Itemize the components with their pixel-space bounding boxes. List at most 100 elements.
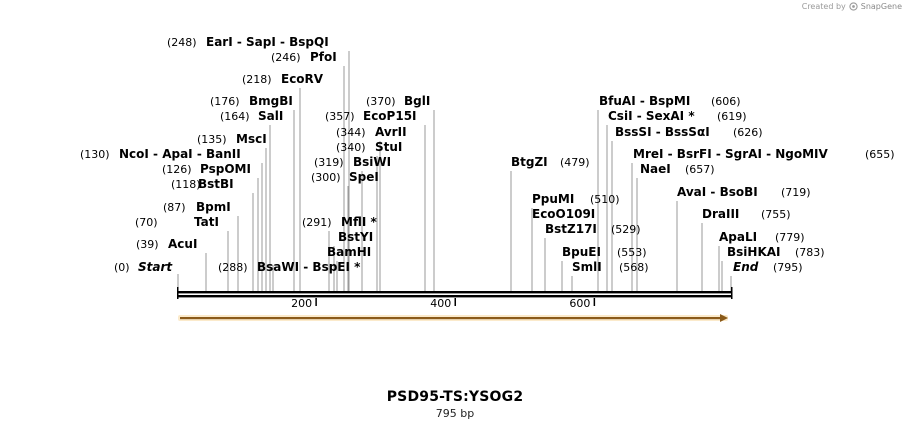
site-name[interactable]: BfuAI - BspMI [599,94,690,108]
site-name[interactable]: StuI [375,140,402,154]
site-ppumi[interactable]: (510) PpuMI [532,192,620,206]
site-name[interactable]: MreI - BsrFI - SgrAI - NgoMIV [633,147,829,161]
methylation-star: * [350,260,361,274]
site-bsihkai[interactable]: (783) BsiHKAI [727,245,825,259]
site-sali[interactable]: (164) SalI [220,109,283,123]
site-name[interactable]: NaeI [640,162,671,176]
backbone-bottom-strand [178,295,732,298]
site-msci[interactable]: (135) MscI [197,132,267,146]
site-name[interactable]: BtgZI [511,155,548,169]
site-name[interactable]: BstYI [338,230,373,244]
site-bmgbi[interactable]: (176) BmgBI [210,94,293,108]
site-name[interactable]: BpmI [196,200,231,214]
site-ecoo109i[interactable]: EcoO109I [532,207,595,221]
site-apali[interactable]: (779) ApaLI [719,230,805,244]
site-ncoi[interactable]: (130) NcoI - ApaI - BanII [80,147,241,161]
site-bamhi[interactable]: BamHI [327,245,371,259]
site-smli[interactable]: (568) SmlI [572,260,649,274]
site-name[interactable]: AcuI [168,237,197,251]
site-name[interactable]: BssSI - BssSαI [615,125,710,139]
site-draiii[interactable]: (755) DraIII [702,207,791,221]
site-name[interactable]: BsiWI [353,155,391,169]
site-mfli[interactable]: (291) MflI * [302,215,377,229]
site-bstyi[interactable]: BstYI [338,230,373,244]
site-name[interactable]: MflI * [341,215,377,229]
site-name[interactable]: SalI [258,109,283,123]
ruler-ticks: 200 400 600 [291,297,596,310]
site-name[interactable]: BamHI [327,245,371,259]
site-position: (553) [617,246,647,259]
site-name[interactable]: EcoRV [281,72,324,86]
tick-label: 400 [430,297,451,310]
site-position: (719) [781,186,811,199]
site-name[interactable]: AvaI - BsoBI [677,185,758,199]
site-name[interactable]: AvrII [375,125,407,139]
site-bpuei[interactable]: (553) BpuEI [562,245,647,259]
sequence-title: PSD95-TS:YSOG2 [386,389,524,405]
site-acui[interactable]: (39) AcuI [136,237,197,251]
site-name[interactable]: TatI [194,215,219,229]
watermark-brand: SnapGene [860,2,902,11]
site-name[interactable]: MscI [236,132,267,146]
site-btgzi[interactable]: (479) BtgZI [511,155,590,169]
site-position: (291) [302,216,332,229]
site-name[interactable]: EcoO109I [532,207,595,221]
site-name[interactable]: BsaWI - BspEI * [257,260,361,274]
site-position: (246) [271,51,301,64]
site-start[interactable]: (0) Start [114,260,173,274]
site-name[interactable]: DraIII [702,207,739,221]
site-stui[interactable]: (340) StuI [336,140,402,154]
site-name[interactable]: BstBI [198,177,234,191]
site-tati[interactable]: (70) TatI [135,215,219,229]
site-csii[interactable]: (619) CsiI - SexAI * [608,109,747,123]
site-name[interactable]: SpeI [349,170,379,184]
site-ecorv[interactable]: (218) EcoRV [242,72,324,86]
site-name[interactable]: BsiHKAI [727,245,781,259]
site-position: (70) [135,216,158,229]
feature-arrow-shaft[interactable] [180,317,720,320]
site-bfuai[interactable]: (606) BfuAI - BspMI [599,94,741,108]
site-bpmi[interactable]: (87) BpmI [163,200,231,214]
site-name[interactable]: BstZ17I [545,222,597,236]
site-position: (568) [619,261,649,274]
site-bsawi[interactable]: (288) BsaWI - BspEI * [218,260,361,274]
site-bstz17i[interactable]: (529) BstZ17I [545,222,641,236]
site-name[interactable]: Start [138,260,173,274]
site-name[interactable]: BpuEI [562,245,601,259]
site-name[interactable]: SmlI [572,260,602,274]
site-position: (0) [114,261,130,274]
site-name[interactable]: ApaLI [719,230,757,244]
site-mrei[interactable]: (655) MreI - BsrFI - SgrAI - NgoMIV [633,147,895,161]
site-spei[interactable]: (300) SpeI [311,170,379,184]
site-position: (657) [685,163,715,176]
site-pspomi[interactable]: (126) PspOMI [162,162,251,176]
site-name[interactable]: NcoI - ApaI - BanII [119,147,241,161]
site-name[interactable]: EarI - SapI - BspQI [206,35,329,49]
site-bsiwi[interactable]: (319) BsiWI [314,155,391,169]
site-position: (130) [80,148,110,161]
site-name[interactable]: PfoI [310,50,337,64]
site-position: (126) [162,163,192,176]
site-eari[interactable]: (248) EarI - SapI - BspQI [167,35,329,49]
site-name[interactable]: CsiI - SexAI * [608,109,695,123]
site-name[interactable]: PpuMI [532,192,574,206]
site-name[interactable]: EcoP15I [363,109,417,123]
site-avrii[interactable]: (344) AvrII [336,125,407,139]
backbone-right-end [731,287,733,299]
site-position: (87) [163,201,186,214]
site-naei[interactable]: (657) NaeI [640,162,715,176]
site-ecop15i[interactable]: (357) EcoP15I [325,109,417,123]
site-pfoi[interactable]: (246) PfoI [271,50,337,64]
feature-track[interactable] [178,314,728,322]
site-name[interactable]: BmgBI [249,94,293,108]
site-avai[interactable]: (719) AvaI - BsoBI [677,185,811,199]
site-bsssi[interactable]: (626) BssSI - BssSαI [615,125,763,139]
site-name[interactable]: BglI [404,94,430,108]
feature-arrow-head[interactable] [720,314,728,322]
site-bstbi[interactable]: (118)BstBI [171,177,234,191]
site-name[interactable]: End [733,260,759,274]
site-name[interactable]: PspOMI [200,162,251,176]
site-bgli[interactable]: (370) BglI [366,94,430,108]
site-end[interactable]: (795) End [733,260,803,274]
